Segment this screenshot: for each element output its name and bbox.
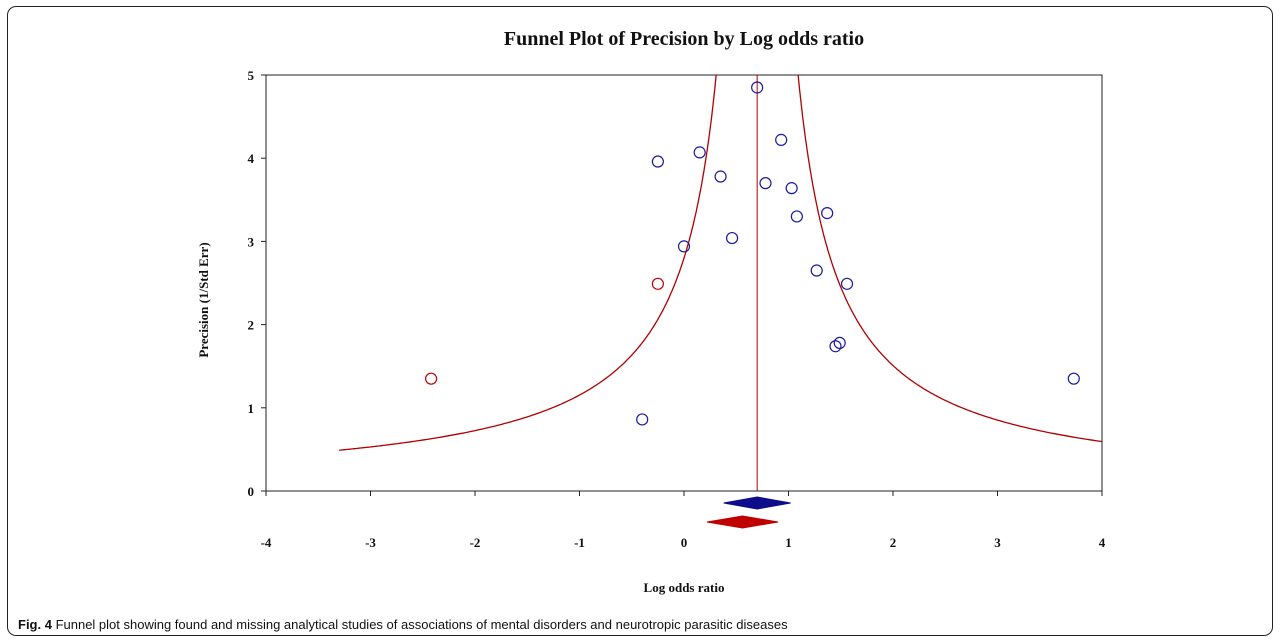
- x-tick-label: 2: [890, 535, 897, 550]
- observed-study-point: [725, 231, 739, 245]
- funnel-plot: Funnel Plot of Precision by Log odds rat…: [196, 28, 1106, 595]
- x-tick-label: -2: [470, 535, 481, 550]
- observed-study-point: [810, 264, 823, 277]
- y-tick-label: 5: [248, 68, 255, 83]
- y-axis-label: Precision (1/Std Err): [196, 242, 211, 357]
- y-axis: 0 1 2 3 4 5: [248, 68, 266, 499]
- observed-study-point: [759, 177, 772, 190]
- x-tick-label: 0: [681, 535, 688, 550]
- x-tick-label: -1: [574, 535, 585, 550]
- adjusted-summary-diamond: [706, 515, 779, 529]
- observed-study-point: [636, 413, 649, 426]
- observed-study-point: [693, 146, 706, 159]
- x-tick-label: -3: [365, 535, 376, 550]
- observed-study-point: [840, 277, 854, 290]
- observed-study-point: [714, 170, 727, 183]
- funnel-lines: [339, 74, 1103, 491]
- imputed-study-point: [425, 372, 438, 385]
- observed-study-point: [775, 133, 788, 146]
- observed-study-point: [833, 336, 846, 350]
- y-tick-label: 2: [248, 318, 255, 333]
- study-points: [425, 81, 1080, 426]
- funnel-right-line: [797, 74, 1103, 443]
- observed-summary-diamond: [723, 496, 791, 510]
- x-tick-label: 4: [1099, 535, 1106, 550]
- y-tick-label: 3: [248, 234, 255, 249]
- x-tick-label: 3: [994, 535, 1001, 550]
- caption-text: Funnel plot showing found and missing an…: [51, 617, 788, 632]
- observed-study-point: [651, 155, 664, 168]
- observed-study-point: [677, 240, 691, 253]
- plot-area: [265, 74, 1103, 492]
- y-tick-label: 0: [248, 484, 255, 499]
- x-axis: -4 -3 -2 -1 0 1 2 3 4: [261, 491, 1106, 550]
- x-tick-label: 1: [785, 535, 792, 550]
- imputed-study-point: [651, 277, 664, 290]
- caption-label: Fig. 4: [18, 617, 52, 632]
- y-tick-label: 4: [248, 151, 255, 166]
- observed-study-point: [821, 207, 834, 220]
- summary-diamonds: [706, 496, 791, 529]
- observed-study-point: [829, 340, 842, 353]
- observed-study-point: [785, 182, 798, 195]
- x-tick-label: -4: [261, 535, 272, 550]
- funnel-left-line: [339, 74, 717, 451]
- figure-caption: Fig. 4 Funnel plot showing found and mis…: [18, 617, 788, 632]
- observed-study-point: [1067, 372, 1080, 385]
- y-tick-label: 1: [248, 401, 255, 416]
- x-axis-label: Log odds ratio: [644, 580, 725, 595]
- chart-title: Funnel Plot of Precision by Log odds rat…: [504, 28, 864, 50]
- observed-study-point: [790, 210, 803, 223]
- figure-frame: [7, 6, 1273, 636]
- observed-study-point: [751, 81, 764, 94]
